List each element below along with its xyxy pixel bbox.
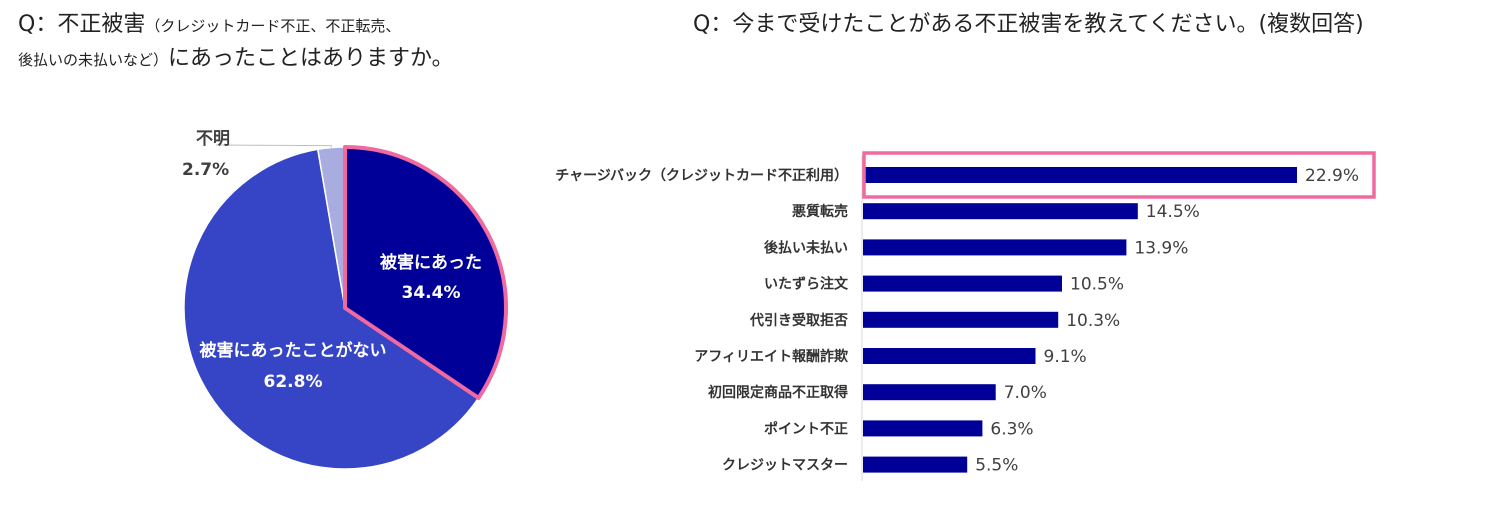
bar-category-label-4: 代引き受取拒否 (749, 312, 848, 329)
bar-value-label-3: 10.5% (1070, 275, 1124, 295)
pie-label-not-damaged: 被害にあったことがない (200, 340, 387, 361)
bar-value-label-6: 7.0% (1004, 383, 1047, 403)
bar-6 (863, 384, 996, 401)
bar-category-label-1: 悪質転売 (792, 203, 848, 220)
bar-0 (863, 167, 1297, 183)
bar-value-label-5: 9.1% (1044, 347, 1087, 367)
bar-category-label-6: 初回限定商品不正取得 (708, 384, 848, 401)
pie-label-damaged: 被害にあった (380, 252, 482, 273)
bar-value-label-7: 6.3% (990, 419, 1033, 439)
pie-leader-line-unknown (215, 144, 332, 148)
bar-4 (863, 311, 1059, 328)
pie-chart: 被害にあった 34.4% 被害にあったことがない 62.8% 不明 2.7% (182, 129, 508, 470)
bar-chart: チャージバック（クレジットカード不正利用） 22.9% 悪質転売 14.5% 後払い未払… (555, 151, 1376, 481)
bar-5 (863, 348, 1036, 364)
bar-highlight-box (862, 151, 1376, 199)
pie-slice-not-damaged (183, 148, 480, 470)
question-2: Q：今まで受けたことがある不正被害を教えてください。(複数回答) (693, 12, 1364, 37)
bar-7 (863, 420, 983, 437)
pie-slice-highlight-outline (343, 145, 508, 400)
pie-value-damaged: 34.4% (402, 283, 461, 303)
bar-category-label-0: チャージバック（クレジットカード不正利用） (555, 167, 848, 184)
bar-value-label-1: 14.5% (1146, 202, 1200, 222)
pie-label-unknown: 不明 (196, 129, 230, 149)
bar-value-label-0: 22.9% (1305, 166, 1359, 186)
bar-3 (863, 275, 1062, 292)
bar-category-label-7: ポイント不正 (764, 420, 848, 437)
question-1-suffix: にあったことはありますか。 (168, 46, 454, 71)
pie-value-unknown: 2.7% (182, 160, 229, 180)
bar-value-label-2: 13.9% (1134, 238, 1188, 258)
bar-category-label-5: アフィリエイト報酬詐欺 (694, 348, 848, 365)
bar-category-label-8: クレジットマスター (722, 458, 848, 474)
question-1-prefix: Q：不正被害 (18, 12, 146, 37)
question-1-paren-start: （クレジットカード不正、不正転売、 (145, 17, 401, 35)
bar-category-label-2: 後払い未払い (764, 239, 848, 256)
pie-value-not-damaged: 62.8% (264, 372, 323, 392)
bar-value-label-4: 10.3% (1066, 311, 1120, 331)
bar-1 (863, 203, 1138, 220)
question-1-line-2: 後払いの未払いなど）にあったことはありますか。 (18, 40, 454, 72)
bar-2 (863, 239, 1127, 256)
question-1-paren-end: 後払いの未払いなど） (18, 51, 169, 69)
bar-value-label-8: 5.5% (975, 456, 1018, 476)
question-1-line-1: Q：不正被害（クレジットカード不正、不正転売、 (18, 6, 400, 38)
bar-8 (863, 456, 968, 473)
bar-category-label-3: いたずら注文 (764, 276, 849, 293)
